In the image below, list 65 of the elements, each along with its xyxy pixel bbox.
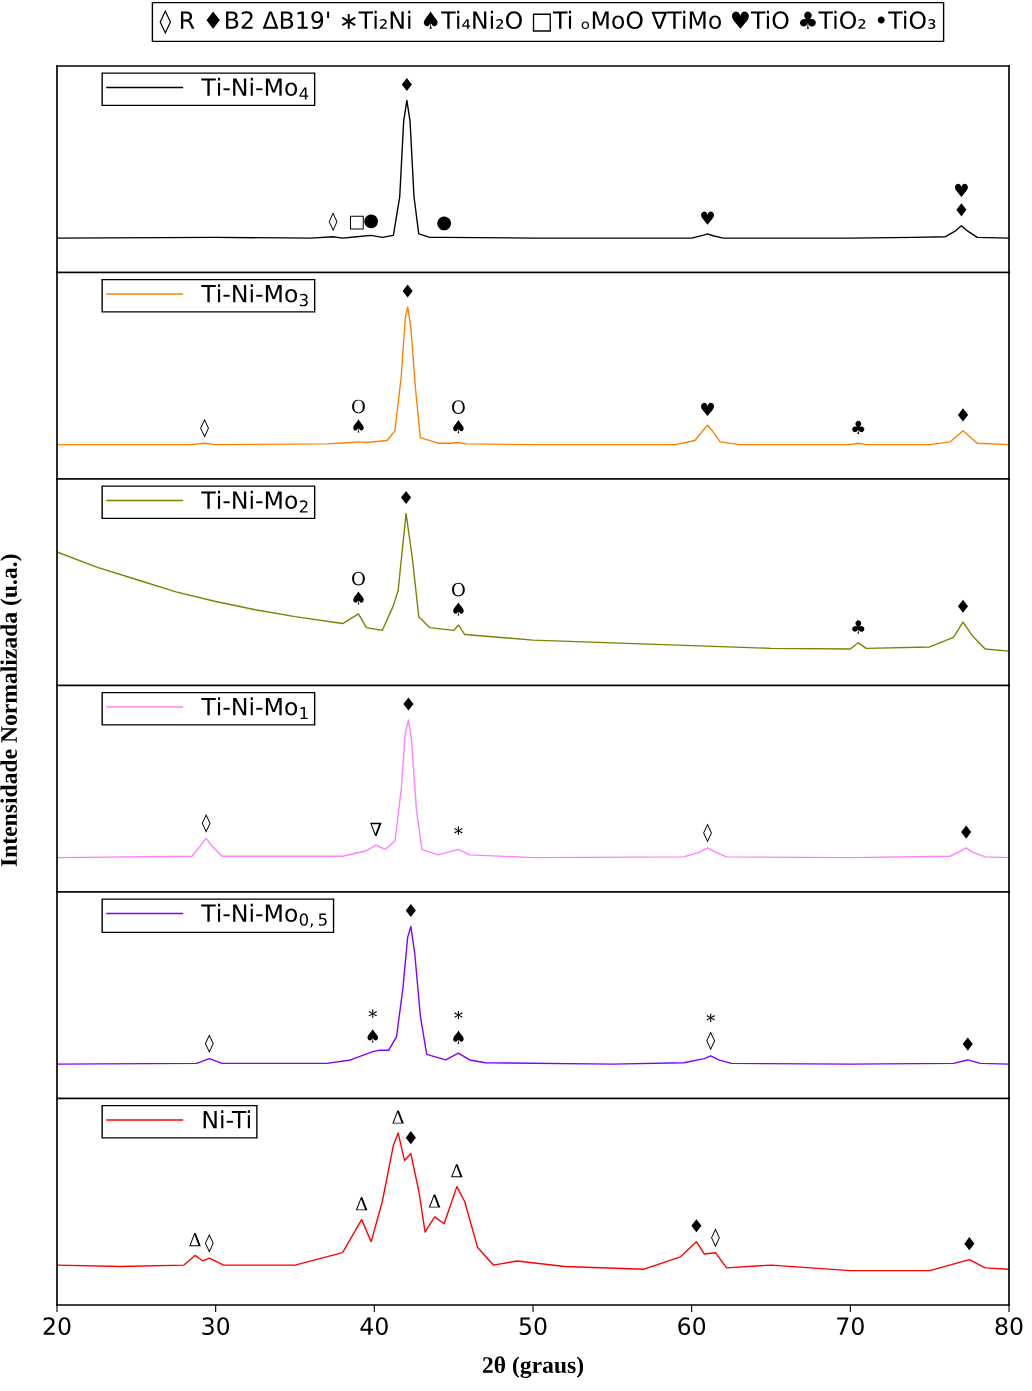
annotation: ♥ (701, 402, 715, 416)
annotation: ♦ (956, 203, 967, 217)
annotation: ♦ (402, 284, 413, 298)
annotation: ♣ (852, 620, 865, 634)
annotation: ● (437, 216, 452, 231)
annotation: ♠ (453, 420, 464, 434)
x-tick-label: 30 (202, 1317, 230, 1336)
legend-label: Ti-Ni-Mo$_{1}$ (201, 697, 308, 720)
annotation: ◊ (204, 1034, 214, 1054)
x-tick-label: 20 (43, 1317, 71, 1336)
annotation: * (368, 1009, 377, 1018)
annotation: ♦ (405, 1131, 416, 1145)
annotation: ● (364, 214, 379, 229)
y-axis-title: Intensidade Normalizada (u.a.) (0, 554, 22, 867)
annotation: ♣ (852, 420, 865, 434)
annotation: Δ (451, 1164, 463, 1178)
annotation: ♠ (353, 591, 364, 605)
annotation: ∇ (370, 822, 382, 836)
annotation: ◊ (204, 1233, 214, 1253)
chart-title: ◊ R ♦B2 ΔB19' ∗Ti₂Ni ♠Ti₄Ni₂O □Ti ₒMoO ∇TiMo ♥TiO ♣TiO₂ •TiO₃ (159, 9, 936, 35)
annotation: □ (349, 215, 364, 230)
annotation: ♦ (401, 77, 412, 92)
x-tick-label: 40 (360, 1317, 388, 1336)
annotation: ♥ (954, 183, 968, 197)
annotation: O (352, 399, 365, 414)
legend-label: Ti-Ni-Mo$_{4}$ (201, 77, 309, 100)
legend-label: Ti-Ni-Mo$_{0,5}$ (201, 903, 327, 928)
annotation: Δ (428, 1194, 441, 1208)
annotation: ◊ (200, 418, 209, 438)
annotation: O (352, 571, 365, 586)
x-tick-label: 50 (519, 1317, 547, 1336)
annotation: * (454, 826, 463, 835)
annotation: O (452, 582, 465, 597)
legend-label: Ti-Ni-Mo$_{2}$ (201, 490, 308, 513)
annotation: ◊ (328, 212, 338, 232)
annotation: ♦ (401, 490, 412, 505)
annotation: ♠ (453, 1030, 464, 1044)
annotation: ♠ (353, 419, 364, 433)
annotation: ♦ (691, 1219, 702, 1233)
annotation: ♦ (957, 408, 969, 422)
annotation: ♦ (964, 1237, 975, 1251)
annotation: ◊ (703, 823, 712, 843)
annotation: O (452, 400, 465, 415)
annotation: ♦ (962, 1037, 973, 1051)
annotation: ♦ (961, 825, 972, 839)
annotation: * (454, 1010, 463, 1020)
x-tick-label: 80 (995, 1317, 1023, 1336)
x-axis-title: 2θ (graus) (482, 1356, 584, 1379)
annotation: Δ (355, 1197, 368, 1211)
annotation: ◊ (711, 1228, 720, 1248)
annotation: * (706, 1013, 715, 1022)
legend-label: Ni-Ti (203, 1110, 250, 1129)
annotation: ♦ (403, 697, 414, 711)
annotation: Δ (392, 1110, 404, 1124)
annotation: ♦ (405, 903, 416, 918)
annotation: ◊ (706, 1031, 716, 1051)
x-tick-label: 60 (678, 1317, 706, 1336)
legend-label: Ti-Ni-Mo$_{3}$ (201, 284, 308, 307)
annotation: ◊ (201, 813, 211, 833)
annotation: ♠ (453, 602, 464, 616)
annotation: Δ (189, 1232, 201, 1247)
annotation: ♠ (367, 1029, 378, 1043)
x-tick-label: 70 (837, 1317, 864, 1336)
annotation: ♦ (957, 599, 969, 613)
annotation: ♥ (701, 211, 715, 225)
